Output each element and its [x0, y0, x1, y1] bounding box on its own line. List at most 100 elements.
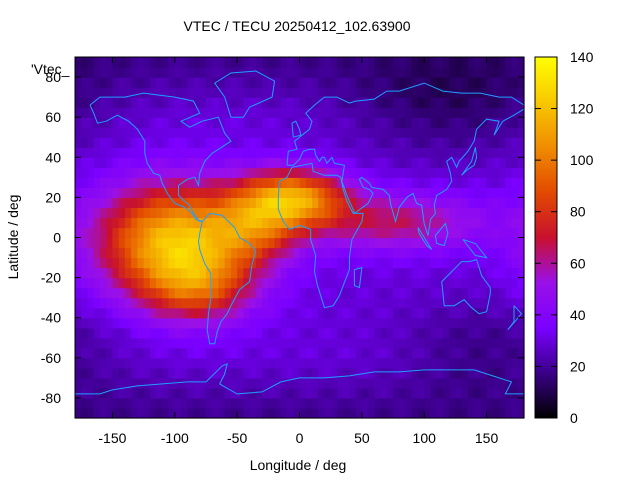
- heatmap-cell: [442, 327, 450, 339]
- heatmap-cell: [212, 397, 220, 409]
- heatmap-cell: [106, 387, 114, 399]
- heatmap-cell: [224, 337, 232, 349]
- heatmap-cell: [156, 407, 163, 419]
- heatmap-cell: [174, 267, 182, 279]
- heatmap-cell: [230, 317, 238, 329]
- heatmap-cell: [511, 357, 519, 369]
- heatmap-cell: [287, 287, 294, 299]
- heatmap-cell: [156, 67, 163, 78]
- heatmap-cell: [499, 67, 506, 78]
- heatmap-cell: [399, 277, 407, 289]
- heatmap-cell: [318, 207, 326, 219]
- heatmap-cell: [349, 227, 357, 239]
- heatmap-cell: [361, 187, 369, 198]
- heatmap-cell: [449, 117, 457, 128]
- heatmap-cell: [293, 177, 301, 188]
- heatmap-cell: [449, 377, 457, 389]
- heatmap-cell: [118, 227, 126, 239]
- heatmap-cell: [124, 107, 132, 118]
- heatmap-cell: [467, 407, 475, 419]
- heatmap-cell: [81, 57, 89, 68]
- heatmap-cell: [262, 317, 269, 329]
- heatmap-cell: [511, 237, 519, 249]
- heatmap-cell: [262, 207, 269, 219]
- heatmap-cell: [274, 97, 282, 108]
- heatmap-cell: [467, 397, 475, 409]
- heatmap-cell: [193, 237, 201, 249]
- heatmap-cell: [268, 407, 276, 419]
- heatmap-cell: [480, 307, 488, 319]
- heatmap-cell: [386, 377, 394, 389]
- heatmap-cell: [137, 137, 145, 148]
- heatmap-cell: [243, 327, 251, 339]
- heatmap-cell: [99, 207, 107, 219]
- heatmap-cell: [505, 407, 513, 419]
- heatmap-cell: [99, 277, 107, 289]
- heatmap-cell: [336, 67, 344, 78]
- heatmap-cell: [461, 127, 469, 138]
- heatmap-cell: [474, 277, 481, 289]
- heatmap-cell: [118, 157, 126, 168]
- heatmap-cell: [212, 87, 220, 98]
- heatmap-cell: [249, 187, 257, 198]
- heatmap-cell: [143, 217, 151, 229]
- heatmap-cell: [330, 227, 338, 239]
- heatmap-cell: [442, 177, 450, 188]
- heatmap-cell: [262, 307, 269, 319]
- heatmap-cell: [187, 267, 195, 279]
- heatmap-cell: [199, 407, 207, 419]
- heatmap-cell: [343, 117, 350, 128]
- heatmap-cell: [517, 167, 525, 178]
- heatmap-cell: [268, 307, 276, 319]
- heatmap-cell: [280, 307, 288, 319]
- heatmap-cell: [511, 287, 519, 299]
- heatmap-cell: [486, 197, 494, 209]
- heatmap-cell: [255, 357, 263, 369]
- heatmap-cell: [156, 127, 163, 138]
- heatmap-cell: [262, 77, 269, 88]
- heatmap-cell: [87, 57, 95, 68]
- heatmap-cell: [255, 267, 263, 279]
- heatmap-cell: [99, 247, 107, 259]
- heatmap-cell: [187, 337, 195, 349]
- heatmap-cell: [75, 397, 82, 409]
- heatmap-cell: [399, 387, 407, 399]
- heatmap-cell: [505, 257, 513, 269]
- heatmap-cell: [486, 377, 494, 389]
- heatmap-cell: [511, 57, 519, 68]
- heatmap-cell: [436, 227, 444, 239]
- heatmap-cell: [205, 87, 213, 98]
- heatmap-cell: [112, 137, 120, 148]
- heatmap-cell: [374, 97, 382, 108]
- heatmap-cell: [162, 87, 170, 98]
- heatmap-cell: [93, 277, 101, 289]
- heatmap-cell: [318, 227, 326, 239]
- heatmap-cell: [75, 337, 82, 349]
- heatmap-cell: [343, 127, 350, 138]
- heatmap-cell: [324, 387, 332, 399]
- heatmap-cell: [474, 387, 481, 399]
- heatmap-cell: [374, 307, 382, 319]
- heatmap-cell: [442, 337, 450, 349]
- heatmap-cell: [492, 207, 500, 219]
- heatmap-cell: [268, 127, 276, 138]
- heatmap-cell: [199, 137, 207, 148]
- heatmap-cell: [156, 377, 163, 389]
- heatmap-cell: [449, 387, 457, 399]
- heatmap-cell: [405, 77, 413, 88]
- heatmap-cell: [287, 167, 294, 178]
- heatmap-cell: [336, 217, 344, 229]
- heatmap-cell: [311, 207, 319, 219]
- heatmap-cell: [249, 247, 257, 259]
- heatmap-cell: [199, 227, 207, 239]
- heatmap-cell: [287, 97, 294, 108]
- heatmap-cell: [361, 347, 369, 359]
- heatmap-cell: [455, 337, 463, 349]
- heatmap-cell: [399, 397, 407, 409]
- heatmap-cell: [442, 297, 450, 309]
- heatmap-cell: [393, 177, 400, 188]
- heatmap-cell: [199, 177, 207, 188]
- heatmap-cell: [386, 217, 394, 229]
- heatmap-cell: [168, 87, 176, 98]
- heatmap-cell: [131, 187, 138, 198]
